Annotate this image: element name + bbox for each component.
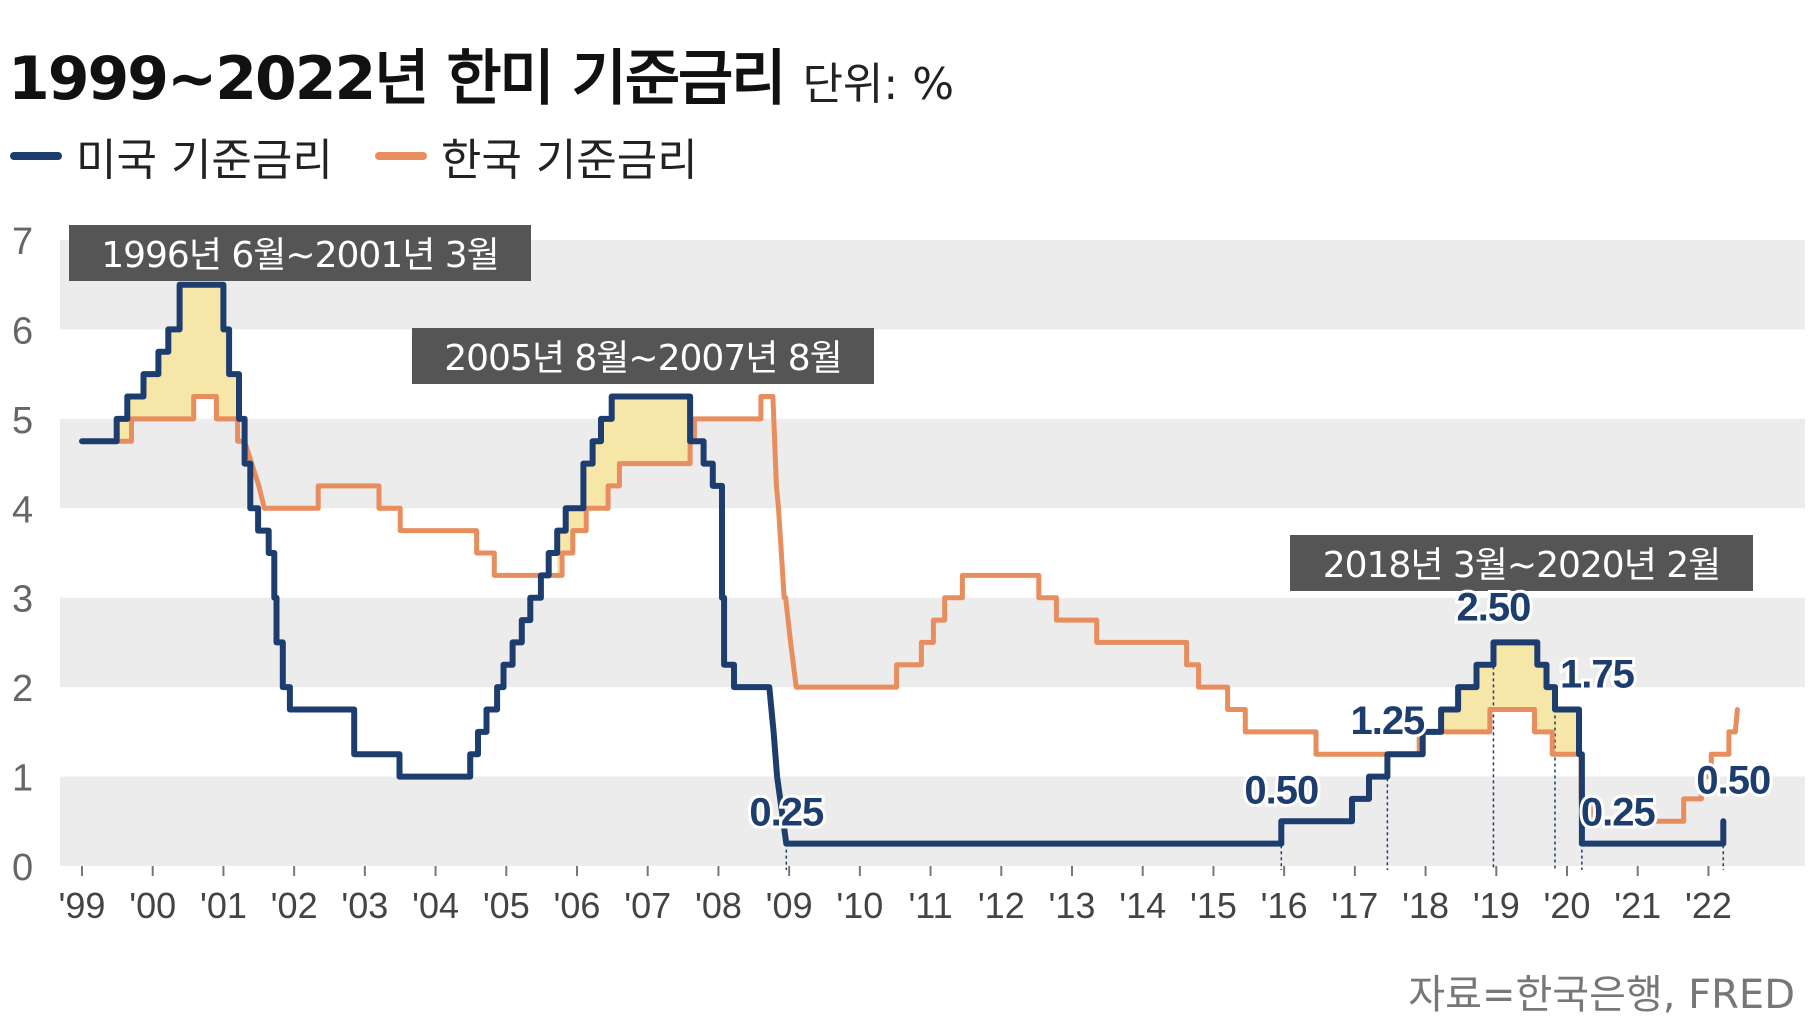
x-tick-label: '21	[1614, 885, 1661, 926]
period-label-box	[69, 225, 531, 281]
highlight-area	[116, 284, 239, 442]
legend: 미국 기준금리 한국 기준금리	[10, 126, 740, 186]
us-rate-line	[79, 281, 1727, 847]
legend-label-us: 미국 기준금리	[76, 135, 333, 186]
period-label-text: 2018년 3월~2020년 2월	[1323, 545, 1721, 586]
y-tick-label: 5	[12, 400, 33, 442]
x-tick-label: '10	[836, 885, 883, 926]
kr-rate-line	[79, 394, 1740, 824]
legend-item-us: 미국 기준금리	[10, 124, 333, 188]
x-tick-label: '03	[341, 885, 388, 926]
highlight-area	[1419, 642, 1579, 755]
x-tick-label: '04	[412, 885, 459, 926]
value-label: 1.75	[1560, 653, 1635, 697]
x-tick-label: '15	[1190, 885, 1237, 926]
chart-title-text: 1999~2022년 한미 기준금리	[8, 44, 786, 114]
x-tick-label: '20	[1544, 885, 1591, 926]
y-tick-label: 0	[12, 847, 33, 889]
x-tick-label: '09	[766, 885, 813, 926]
series-lines	[79, 281, 1740, 847]
x-tick-label: '01	[200, 885, 247, 926]
value-label: 0.50	[1244, 768, 1318, 812]
x-tick-label: '17	[1331, 885, 1378, 926]
highlight-areas	[116, 284, 1579, 755]
source-note: 자료=한국은행, FRED	[1408, 972, 1795, 1018]
x-tick-label: '14	[1119, 885, 1166, 926]
x-tick-label: '07	[624, 885, 671, 926]
y-tick-label: 1	[12, 758, 33, 800]
unit-label: 단위: %	[802, 59, 955, 110]
legend-label-kr: 한국 기준금리	[440, 135, 698, 186]
period-label-box	[412, 328, 874, 384]
x-tick-label: '02	[271, 885, 318, 926]
period-label-text: 1996년 6월~2001년 3월	[101, 235, 499, 276]
x-tick-label: '12	[978, 885, 1025, 926]
y-tick-label: 6	[12, 310, 33, 352]
x-tick-label: '13	[1049, 885, 1096, 926]
x-tick-label: '11	[908, 885, 952, 926]
x-tick-label: '05	[483, 885, 530, 926]
chart-title: 1999~2022년 한미 기준금리 단위: %	[8, 30, 954, 117]
value-label: 2.50	[1457, 585, 1531, 629]
value-label: 0.25	[749, 791, 824, 835]
value-label: 0.50	[1696, 758, 1770, 802]
y-tick-label: 4	[12, 489, 33, 531]
value-label: 0.25	[1581, 791, 1656, 835]
x-axis-ticks: '99 '00 '01 '02 '03 '04 '05 '06 '07 '08 '09 '10 '11 '…	[59, 866, 1732, 926]
value-label: 1.25	[1350, 699, 1425, 743]
x-tick-label: '16	[1261, 885, 1308, 926]
x-tick-label: '22	[1685, 885, 1732, 926]
y-axis-ticks: 0 1 2 3 4 5 6 7	[12, 221, 33, 889]
period-label-text: 2005년 8월~2007년 8월	[444, 338, 842, 379]
period-label-box	[1290, 535, 1753, 591]
legend-swatch-us	[10, 152, 62, 160]
highlight-area	[557, 396, 692, 576]
background-band	[60, 418, 1805, 509]
value-annotations: 0.25 0.50 1.25 2.50 1.75 0.25 0.50	[746, 582, 1774, 837]
x-tick-label: '18	[1402, 885, 1449, 926]
x-tick-label: '19	[1473, 885, 1520, 926]
x-tick-label: '99	[59, 885, 106, 926]
x-tick-label: '00	[129, 885, 176, 926]
y-tick-label: 7	[12, 221, 33, 263]
y-tick-label: 2	[12, 668, 33, 710]
background-band	[60, 776, 1805, 866]
y-tick-label: 3	[12, 579, 33, 621]
legend-swatch-kr	[374, 152, 427, 160]
x-tick-label: '08	[695, 885, 742, 926]
period-labels: 1996년 6월~2001년 3월 2005년 8월~2007년 8월 2018년 …	[69, 225, 1753, 591]
x-tick-label: '06	[554, 885, 601, 926]
legend-item-kr: 한국 기준금리	[374, 124, 698, 188]
